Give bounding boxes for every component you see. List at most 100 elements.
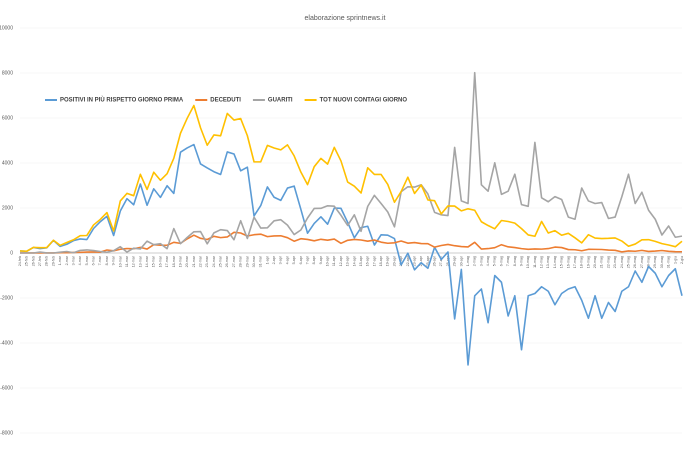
x-tick-label: 3-mag — [479, 256, 483, 266]
x-tick-label: 31-mag — [667, 256, 671, 268]
x-tick-label: 10-mag — [526, 256, 530, 268]
x-tick-label: 3-apr — [279, 255, 283, 264]
x-tick-label: 1-giu — [673, 256, 677, 264]
x-tick-label: 4-mar — [78, 255, 82, 265]
y-tick-label: 4000 — [2, 160, 13, 166]
y-tick-label: -6000 — [0, 385, 13, 391]
x-tick-label: 10-apr — [326, 255, 330, 266]
x-tick-label: 13-mag — [546, 256, 550, 268]
x-tick-label: 18-mag — [580, 256, 584, 268]
x-tick-label: 12-mag — [540, 256, 544, 268]
x-tick-label: 2-apr — [272, 255, 276, 264]
x-tick-label: 31-mar — [259, 255, 263, 267]
x-tick-label: 18-mar — [172, 255, 176, 267]
x-tick-label: 13-mar — [138, 255, 142, 267]
x-tick-label: 2-mar — [65, 255, 69, 265]
x-tick-label: 5-apr — [292, 255, 296, 264]
x-tick-label: 23-apr — [412, 255, 416, 266]
y-tick-label: -4000 — [0, 340, 13, 346]
x-tick-label: 7-mag — [506, 256, 510, 266]
x-tick-label: 21-apr — [399, 255, 403, 266]
x-tick-label: 30-mar — [252, 255, 256, 267]
x-tick-label: 9-mag — [519, 256, 523, 266]
legend-label: POSITIVI IN PIÙ RISPETTO GIORNO PRIMA — [60, 97, 184, 104]
x-tick-label: 8-mag — [513, 256, 517, 266]
x-tick-label: 30-mag — [660, 256, 664, 268]
y-tick-label: 8000 — [2, 70, 13, 76]
x-tick-label: 28-mar — [239, 255, 243, 267]
x-tick-label: 18-apr — [379, 255, 383, 266]
x-tick-label: 25-apr — [426, 255, 430, 266]
x-tick-label: 17-mag — [573, 256, 577, 268]
x-tick-label: 6-mag — [499, 256, 503, 266]
legend-label: TOT NUOVI CONTAGI GIORNO — [320, 98, 408, 104]
series-line — [19, 71, 683, 254]
x-tick-label: 26-feb — [31, 256, 35, 266]
x-tick-label: 1-apr — [265, 255, 269, 264]
x-tick-label: 23-mar — [205, 255, 209, 267]
x-tick-label: 12-mar — [132, 255, 136, 267]
x-tick-label: 9-mar — [112, 255, 116, 265]
x-tick-label: 21-mar — [192, 255, 196, 267]
x-tick-label: 1-mar — [58, 255, 62, 265]
y-tick-label: 2000 — [2, 205, 13, 211]
y-tick-label: -2000 — [0, 295, 13, 301]
x-tick-label: 2-mag — [473, 256, 477, 266]
x-tick-label: 29-feb — [51, 256, 55, 266]
series-line — [19, 143, 683, 366]
x-tick-label: 20-mag — [593, 256, 597, 268]
x-tick-label: 4-apr — [285, 255, 289, 264]
x-tick-label: 15-apr — [359, 255, 363, 266]
x-tick-label: 17-apr — [372, 255, 376, 266]
x-tick-label: 27-feb — [38, 256, 42, 266]
x-tick-label: 24-apr — [419, 255, 423, 266]
y-tick-label: 6000 — [2, 115, 13, 121]
x-tick-label: 16-mar — [158, 255, 162, 267]
x-tick-label: 9-apr — [319, 255, 323, 264]
x-tick-label: 28-mag — [647, 256, 651, 268]
series-line — [19, 104, 683, 253]
chart-title: elaborazione sprintnews.it — [305, 15, 386, 22]
x-tick-label: 22-apr — [406, 255, 410, 266]
x-tick-label: 27-mar — [232, 255, 236, 267]
x-tick-label: 24-mag — [620, 256, 624, 268]
x-tick-label: 8-apr — [312, 255, 316, 264]
x-tick-label: 14-apr — [352, 255, 356, 266]
x-tick-label: 11-mag — [533, 256, 537, 268]
x-tick-label: 12-apr — [339, 255, 343, 266]
x-tick-label: 27-mag — [640, 256, 644, 268]
x-tick-label: 28-feb — [45, 256, 49, 266]
legend-label: DECEDUTI — [210, 98, 241, 104]
x-tick-label: 5-mag — [493, 256, 497, 266]
x-tick-label: 13-apr — [346, 255, 350, 266]
x-tick-label: 25-mar — [219, 255, 223, 267]
x-tick-label: 5-mar — [85, 255, 89, 265]
x-tick-label: 14-mag — [553, 256, 557, 268]
x-tick-label: 29-apr — [453, 255, 457, 266]
x-tick-label: 29-mag — [653, 256, 657, 268]
x-tick-label: 16-mag — [566, 256, 570, 268]
x-tick-label: 14-mar — [145, 255, 149, 267]
x-tick-label: 24-mar — [212, 255, 216, 267]
x-tick-label: 2-giu — [680, 256, 684, 264]
y-tick-label: 10000 — [0, 25, 13, 31]
x-tick-label: 6-apr — [299, 255, 303, 264]
x-tick-label: 23-mag — [613, 256, 617, 268]
x-tick-label: 22-mar — [198, 255, 202, 267]
y-tick-label: 0 — [10, 250, 13, 256]
series-line — [19, 231, 683, 254]
x-tick-label: 30-apr — [459, 255, 463, 266]
x-tick-label: 27-apr — [439, 255, 443, 266]
x-tick-label: 25-feb — [25, 256, 29, 266]
x-tick-label: 11-mar — [125, 255, 129, 267]
x-tick-label: 11-apr — [332, 255, 336, 266]
x-tick-label: 20-mar — [185, 255, 189, 267]
x-tick-label: 19-mar — [178, 255, 182, 267]
x-tick-label: 19-apr — [386, 255, 390, 266]
x-tick-label: 10-mar — [118, 255, 122, 267]
x-tick-label: 24-feb — [18, 256, 22, 266]
x-tick-label: 17-mar — [165, 255, 169, 267]
x-tick-label: 6-mar — [92, 255, 96, 265]
x-tick-label: 7-apr — [305, 255, 309, 264]
